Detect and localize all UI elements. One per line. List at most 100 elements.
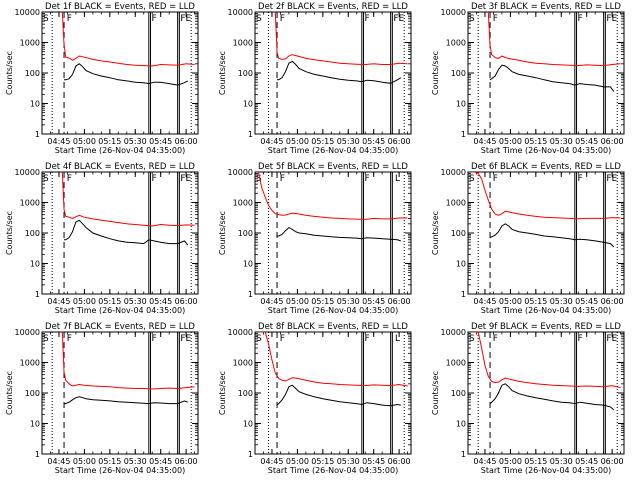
- y-tick-label: 10: [30, 420, 40, 429]
- region-label: S: [469, 14, 475, 24]
- y-tick-label: 10000: [228, 328, 253, 337]
- x-axis-label: Start Time (26-Nov-04 04:35:00): [55, 146, 185, 155]
- x-tick-label: 05:15: [524, 457, 547, 466]
- chart-panel-1: Det 1f BLACK = Events, RED = LLD 1 10 100 10…: [5, 2, 199, 155]
- y-tick-label: 100: [238, 69, 253, 78]
- region-label: F: [493, 174, 498, 184]
- region-label: L: [395, 334, 400, 344]
- y-axis-label: Counts/sec: [5, 211, 14, 255]
- y-axis-label: Counts/sec: [218, 371, 227, 415]
- y-tick-label: 10: [243, 420, 253, 429]
- events-series-line: [64, 396, 188, 405]
- y-tick-label: 1000: [446, 199, 466, 208]
- x-tick-label: 05:15: [311, 137, 334, 146]
- y-tick-label: 100: [451, 69, 466, 78]
- x-tick-label: 05:45: [362, 457, 385, 466]
- y-tick-label: 10000: [441, 328, 466, 337]
- y-tick-label: 1: [248, 290, 253, 299]
- y-axis-label: Counts/sec: [431, 211, 440, 255]
- region-label: F: [67, 174, 72, 184]
- x-axis-label: Start Time (26-Nov-04 04:35:00): [268, 466, 398, 475]
- x-tick-label: 05:00: [73, 457, 96, 466]
- x-tick-label: 04:45: [473, 297, 496, 306]
- y-tick-label: 1: [248, 450, 253, 459]
- x-axis-label: Start Time (26-Nov-04 04:35:00): [481, 146, 611, 155]
- series-group: [257, 172, 408, 242]
- y-tick-label: 10: [30, 260, 40, 269]
- y-tick-label: 1: [461, 450, 466, 459]
- region-label: F: [365, 14, 370, 24]
- chart-panel-9: Det 9f BLACK = Events, RED = LLD 1 10 100 10…: [431, 322, 625, 475]
- plot-frame: [254, 171, 412, 295]
- x-tick-label: 04:45: [260, 137, 283, 146]
- lld-series-line: [257, 172, 408, 220]
- region-label: F: [578, 174, 583, 184]
- chart-panel-5: Det 5f BLACK = Events, RED = LLD 1 10 100 10…: [218, 162, 412, 315]
- y-axis-label: Counts/sec: [218, 211, 227, 255]
- chart-panel-6: Det 6f BLACK = Events, RED = LLD 1 10 100 10…: [431, 162, 625, 315]
- region-label: S: [43, 14, 49, 24]
- x-tick-label: 05:30: [124, 297, 147, 306]
- region-label: S: [256, 14, 262, 24]
- region-label: S: [256, 334, 262, 344]
- region-label: S: [469, 334, 475, 344]
- x-tick-label: 05:15: [311, 297, 334, 306]
- x-axis-label: Start Time (26-Nov-04 04:35:00): [55, 306, 185, 315]
- lld-series-line: [471, 332, 621, 389]
- x-tick-label: 05:00: [286, 457, 309, 466]
- x-tick-label: 05:15: [311, 457, 334, 466]
- y-tick-label: 10: [243, 260, 253, 269]
- y-tick-label: 1000: [20, 199, 40, 208]
- chart-title: Det 2f BLACK = Events, RED = LLD: [258, 2, 408, 12]
- region-label: F: [365, 334, 370, 344]
- plot-frame: [467, 331, 625, 455]
- y-tick-label: 10000: [15, 168, 40, 177]
- region-label: F: [280, 14, 285, 24]
- x-tick-label: 06:00: [388, 297, 411, 306]
- x-tick-label: 05:30: [337, 137, 360, 146]
- x-axis-label: Start Time (26-Nov-04 04:35:00): [55, 466, 185, 475]
- x-tick-label: 06:00: [601, 457, 624, 466]
- chart-title: Det 5f BLACK = Events, RED = LLD: [258, 162, 408, 172]
- x-tick-label: 06:00: [175, 457, 198, 466]
- series-group: [274, 12, 408, 84]
- series-group: [61, 172, 195, 246]
- events-series-line: [277, 60, 402, 84]
- y-axis-label: Counts/sec: [5, 51, 14, 95]
- x-axis-label: Start Time (26-Nov-04 04:35:00): [268, 146, 398, 155]
- lld-series-line: [487, 12, 621, 67]
- lld-series-line: [61, 332, 195, 390]
- events-series-line: [489, 383, 615, 411]
- x-tick-label: 05:00: [499, 137, 522, 146]
- y-axis-label: Counts/sec: [5, 371, 14, 415]
- x-tick-label: 05:45: [575, 297, 598, 306]
- plot-frame: [467, 11, 625, 135]
- x-tick-label: 05:30: [550, 457, 573, 466]
- region-label: F: [578, 14, 583, 24]
- y-tick-label: 100: [25, 69, 40, 78]
- x-tick-label: 04:45: [47, 297, 70, 306]
- chart-panel-2: Det 2f BLACK = Events, RED = LLD 1 10 100 10…: [218, 2, 412, 155]
- plot-frame: [254, 11, 412, 135]
- x-tick-label: 06:00: [388, 457, 411, 466]
- y-tick-label: 10000: [228, 168, 253, 177]
- series-group: [258, 332, 408, 407]
- y-tick-label: 1: [461, 290, 466, 299]
- y-tick-label: 1: [35, 450, 40, 459]
- x-tick-label: 05:30: [337, 457, 360, 466]
- y-axis-label: Counts/sec: [218, 51, 227, 95]
- y-tick-label: 10000: [441, 168, 466, 177]
- y-tick-label: 1000: [20, 39, 40, 48]
- x-tick-label: 05:45: [575, 137, 598, 146]
- events-series-line: [489, 223, 615, 248]
- y-tick-label: 1000: [446, 359, 466, 368]
- series-group: [61, 332, 195, 405]
- y-tick-label: 100: [451, 389, 466, 398]
- y-tick-label: 10000: [228, 8, 253, 17]
- region-label: FE: [180, 334, 191, 344]
- x-tick-label: 05:45: [149, 137, 172, 146]
- y-tick-label: 10000: [15, 328, 40, 337]
- x-tick-label: 05:15: [98, 137, 121, 146]
- x-tick-label: 05:45: [362, 297, 385, 306]
